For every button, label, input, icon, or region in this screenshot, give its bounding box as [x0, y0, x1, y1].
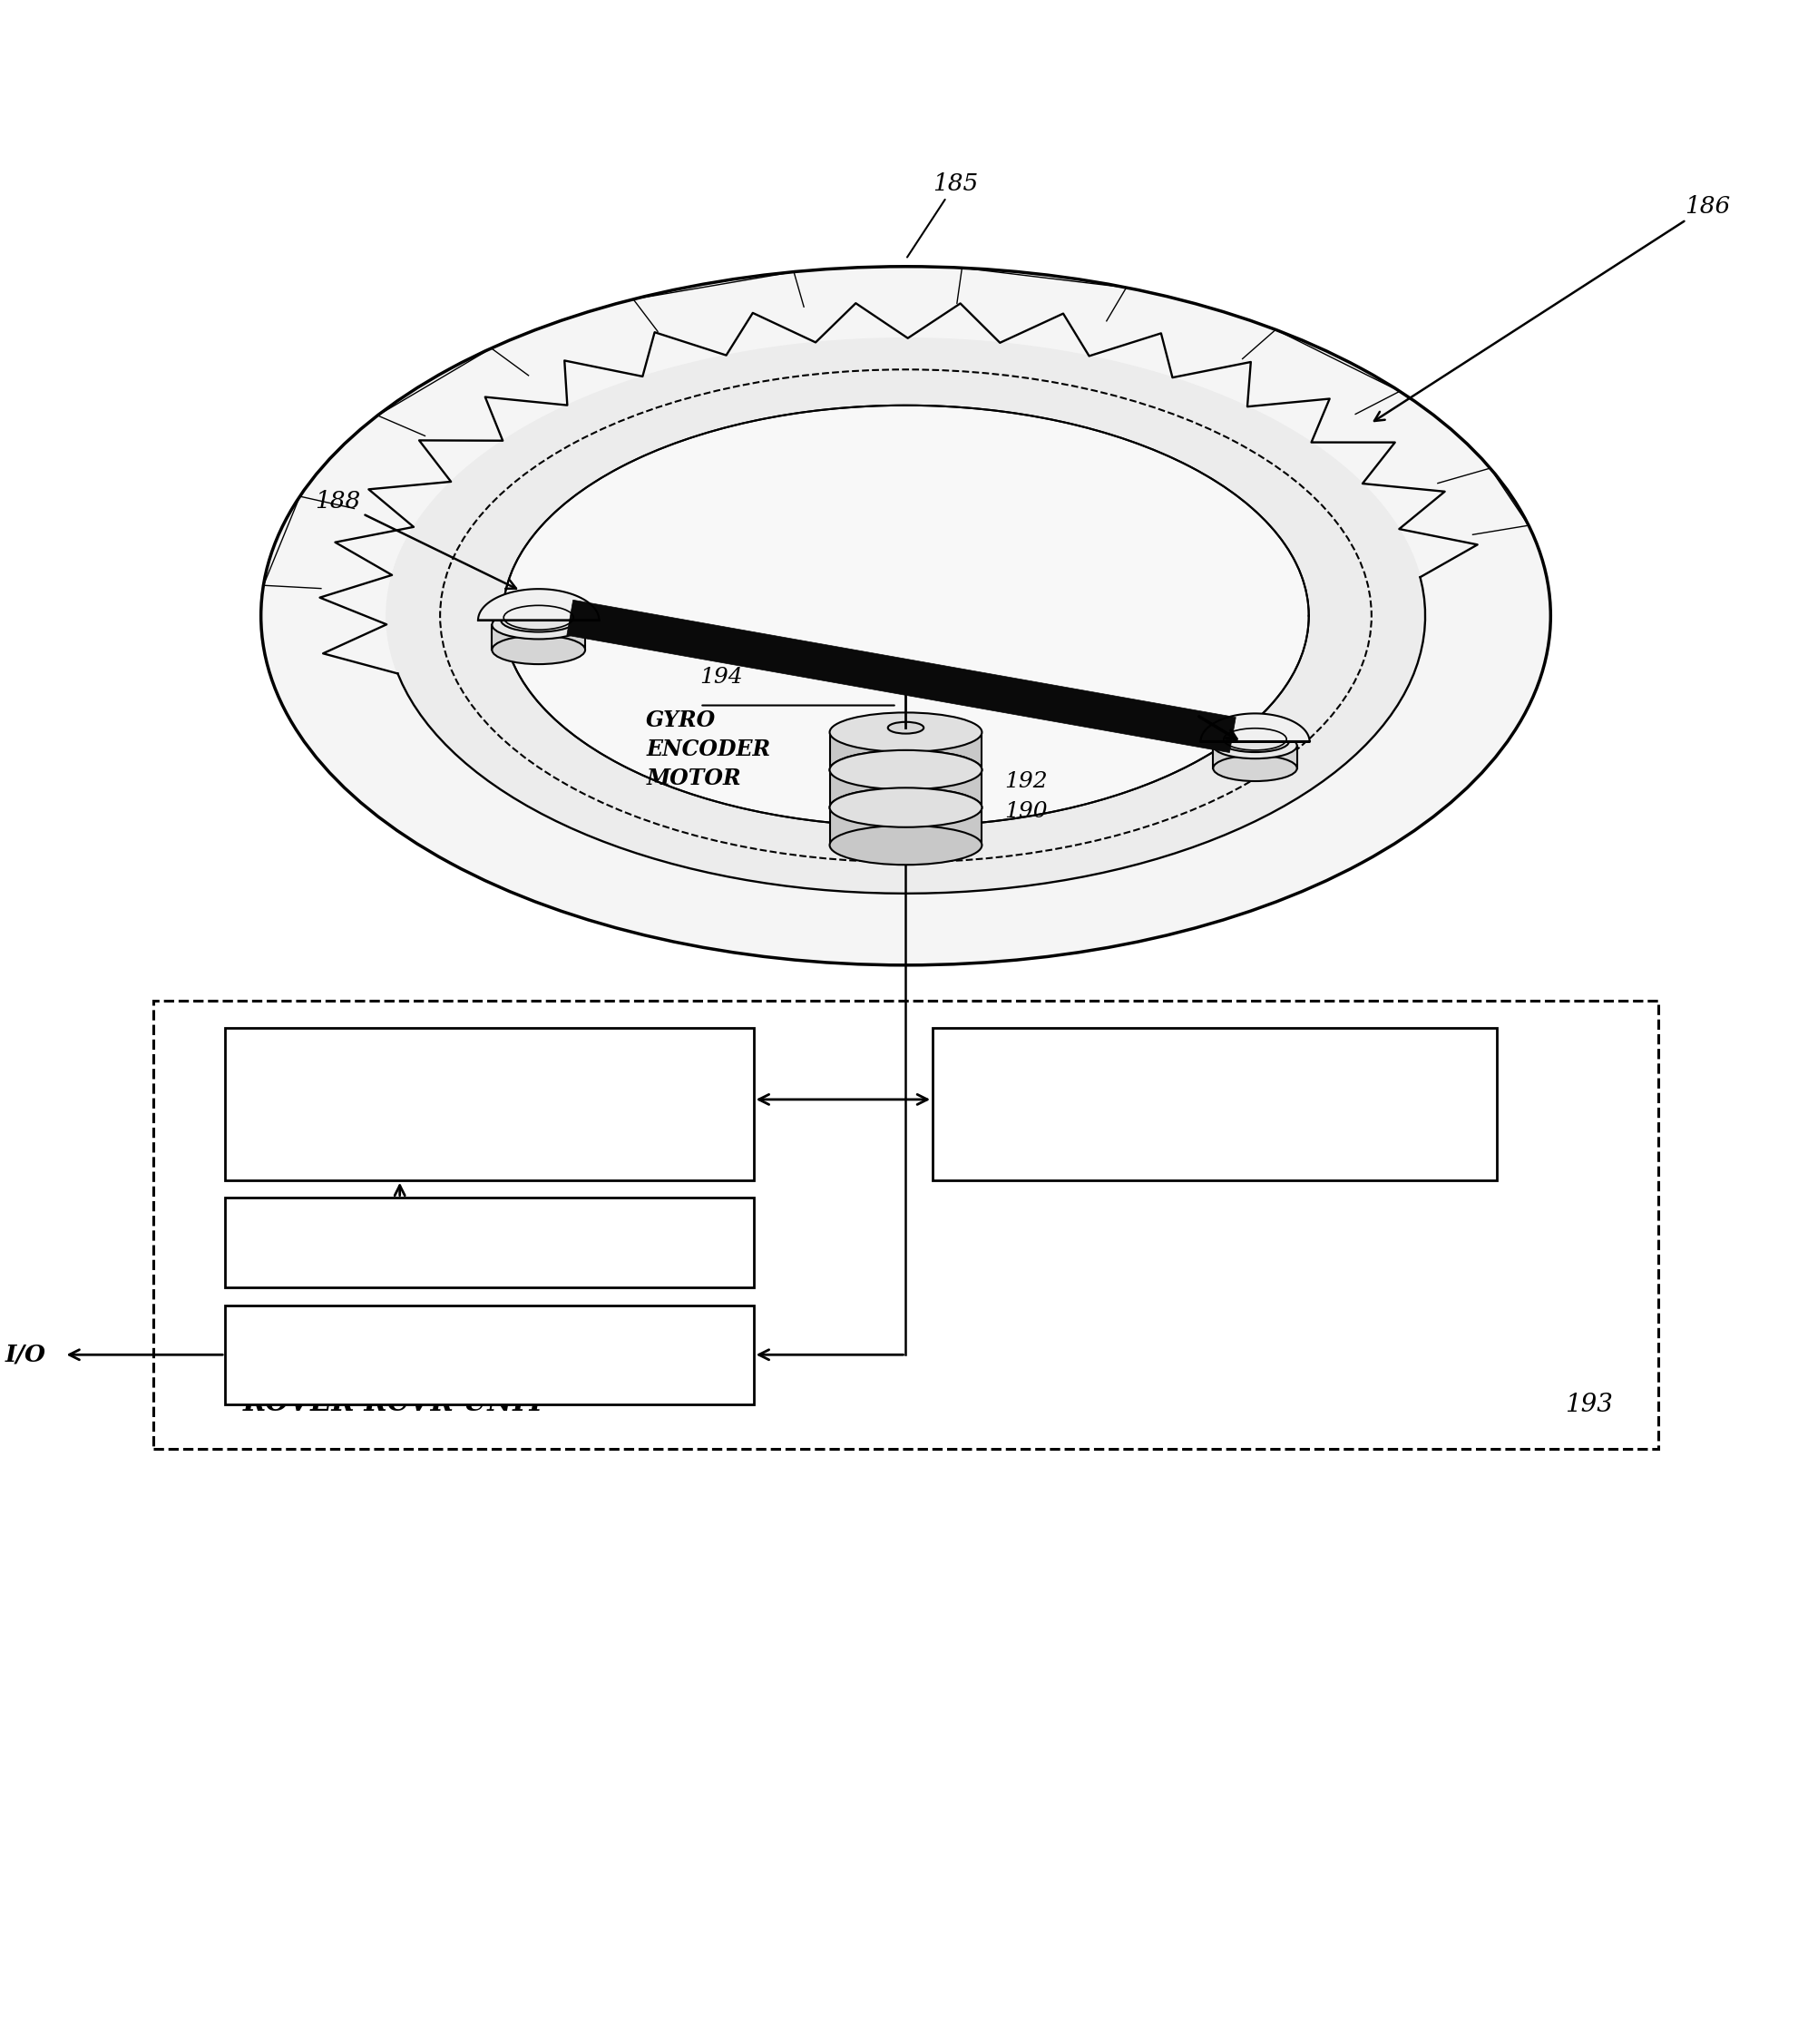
- Polygon shape: [566, 601, 1235, 752]
- Ellipse shape: [829, 787, 982, 828]
- Polygon shape: [1201, 713, 1309, 742]
- FancyBboxPatch shape: [225, 1198, 753, 1288]
- Ellipse shape: [829, 713, 982, 752]
- Text: PROCESSOR: PROCESSOR: [405, 1343, 575, 1365]
- Ellipse shape: [888, 722, 924, 734]
- Polygon shape: [387, 337, 1426, 893]
- Text: GYRO
ENCODER
MOTOR: GYRO ENCODER MOTOR: [645, 709, 771, 789]
- Ellipse shape: [1214, 756, 1296, 781]
- Ellipse shape: [493, 611, 584, 640]
- Ellipse shape: [1221, 732, 1289, 752]
- Ellipse shape: [261, 266, 1550, 965]
- Polygon shape: [493, 625, 584, 650]
- Ellipse shape: [829, 826, 982, 865]
- Text: 185: 185: [908, 172, 978, 258]
- Ellipse shape: [829, 750, 982, 789]
- Text: 193: 193: [1566, 1392, 1613, 1416]
- Polygon shape: [829, 807, 982, 844]
- Text: 190: 190: [1005, 801, 1048, 822]
- Text: ANT
MOTOR CTRL: ANT MOTOR CTRL: [1120, 1079, 1309, 1128]
- Text: 154: 154: [698, 1038, 741, 1059]
- Ellipse shape: [829, 750, 982, 789]
- Text: 194: 194: [699, 666, 743, 687]
- FancyBboxPatch shape: [225, 1306, 753, 1404]
- Ellipse shape: [829, 787, 982, 828]
- Text: CLOCK: CLOCK: [270, 1230, 367, 1255]
- Ellipse shape: [502, 609, 575, 632]
- Text: ROVER RCVR UNIT: ROVER RCVR UNIT: [243, 1390, 547, 1416]
- Text: I/O: I/O: [5, 1343, 47, 1365]
- Text: 164: 164: [698, 1206, 741, 1228]
- FancyBboxPatch shape: [225, 1028, 753, 1179]
- FancyBboxPatch shape: [153, 1002, 1658, 1449]
- Polygon shape: [1214, 746, 1296, 769]
- Text: 191: 191: [1440, 1038, 1483, 1059]
- FancyBboxPatch shape: [933, 1028, 1498, 1179]
- Text: 186: 186: [1374, 194, 1730, 421]
- Text: ROVER RCVR: ROVER RCVR: [397, 1094, 581, 1116]
- Ellipse shape: [493, 636, 584, 664]
- Polygon shape: [829, 771, 982, 807]
- Text: 166: 166: [698, 1314, 741, 1335]
- Text: 192: 192: [1005, 771, 1048, 791]
- Ellipse shape: [503, 405, 1309, 826]
- Polygon shape: [829, 732, 982, 771]
- Text: 188: 188: [315, 491, 516, 589]
- Ellipse shape: [1214, 734, 1296, 758]
- Polygon shape: [478, 589, 599, 619]
